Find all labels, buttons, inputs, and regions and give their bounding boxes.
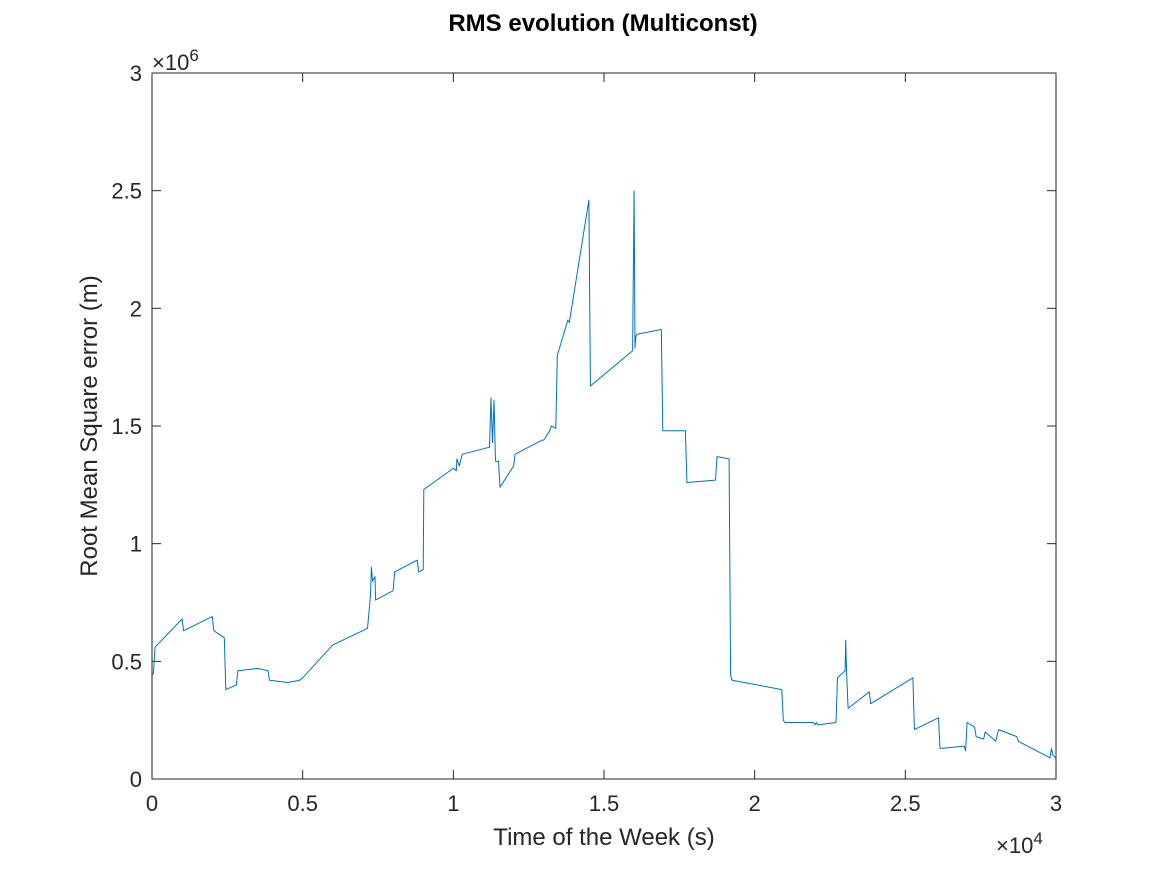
- x-axis-ticks: 0 0.5 1 1.5 2 2.5 3: [146, 73, 1062, 816]
- series-group: [151, 190, 1057, 760]
- y-axis-label: Root Mean Square error (m): [76, 275, 103, 576]
- y-tick-label: 3: [130, 61, 142, 86]
- x-tick-label: 2.5: [890, 791, 921, 816]
- x-tick-label: 3: [1050, 791, 1062, 816]
- y-axis-ticks: 0 0.5 1 1.5 2 2.5 3: [111, 61, 1056, 792]
- y-tick-label: 1.5: [111, 414, 142, 439]
- x-tick-label: 0: [146, 791, 158, 816]
- y-tick-label: 2: [130, 296, 142, 321]
- y-tick-label: 0.5: [111, 649, 142, 674]
- y-exponent-label: ×106: [152, 46, 199, 75]
- x-exponent-label: ×104: [996, 829, 1043, 858]
- x-tick-label: 2: [749, 791, 761, 816]
- x-tick-label: 1: [447, 791, 459, 816]
- y-tick-label: 0: [130, 767, 142, 792]
- y-tick-label: 1: [130, 532, 142, 557]
- series-line: [151, 190, 1057, 760]
- x-tick-label: 1.5: [589, 791, 620, 816]
- chart-title: RMS evolution (Multiconst): [448, 10, 757, 37]
- x-axis-label: Time of the Week (s): [493, 824, 714, 851]
- x-tick-label: 0.5: [287, 791, 318, 816]
- y-tick-label: 2.5: [111, 179, 142, 204]
